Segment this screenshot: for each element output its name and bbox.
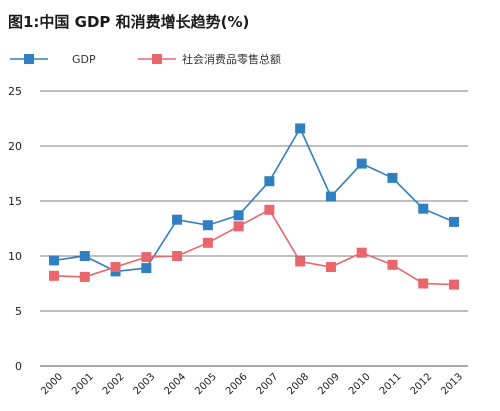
series-0-point-2011 [387,172,398,183]
legend-marker-0 [24,54,34,64]
x-tick-label: 2003 [132,371,158,397]
series-line-1 [53,208,455,286]
series-0-point-2000 [49,255,59,266]
series-1-point-2009 [325,262,336,272]
grid-lines [40,90,468,367]
series-0-point-2003 [141,263,152,274]
series-1-point-2011 [387,259,398,270]
series-0-point-2004 [172,214,183,225]
legend-marker-1 [152,54,162,64]
series-1-point-2013 [449,279,459,290]
y-axis-ticks: 0 5 10 15 20 25 [8,85,22,373]
x-tick-label: 2009 [316,371,342,397]
x-tick-label: 2006 [224,371,250,397]
chart-title: 图1:中国 GDP 和消费增长趋势(%) [8,13,249,31]
series-0-point-2009 [325,191,336,202]
legend-label-0: GDP [72,53,96,66]
x-tick-label: 2012 [409,371,435,397]
y-tick-label: 10 [8,250,22,263]
series-1-point-2012 [418,278,429,289]
series-0-point-2008 [295,123,306,134]
x-tick-label: 2004 [162,371,188,397]
series-1-point-2004 [172,251,183,261]
series-1-point-2007 [264,204,275,215]
series-1-point-2000 [49,270,59,281]
y-tick-label: 25 [8,85,22,98]
series-group [49,123,459,290]
x-tick-label: 2001 [70,371,96,397]
y-tick-label: 20 [8,140,22,153]
x-tick-label: 2002 [101,371,127,397]
legend: GDP 社会消费品零售总额 [10,52,281,66]
series-1-point-2001 [79,271,90,282]
legend-label-1: 社会消费品零售总额 [182,52,281,66]
y-tick-label: 0 [15,360,22,373]
x-tick-label: 2007 [255,371,281,397]
x-tick-label: 2008 [285,371,311,397]
x-axis-ticks: 2000 2001 2002 2003 2004 2005 2006 2007 2008 2009… [39,371,465,397]
series-0-point-2007 [264,176,275,187]
y-tick-label: 15 [8,195,22,208]
series-0-point-2005 [202,220,213,231]
x-tick-label: 2011 [378,371,404,397]
series-0-point-2012 [418,203,429,214]
series-1-point-2005 [202,237,213,248]
series-0-point-2010 [356,158,367,169]
series-0-point-2001 [79,251,90,261]
series-1-point-2008 [295,256,306,267]
series-0-point-2006 [233,210,244,221]
x-tick-label: 2005 [193,371,219,397]
series-1-point-2003 [141,252,152,263]
series-1-point-2010 [356,247,367,258]
series-1-point-2006 [233,221,244,232]
y-tick-label: 5 [15,305,22,318]
series-1-point-2002 [110,262,121,272]
x-tick-label: 2013 [439,371,465,397]
series-line-0 [53,126,455,273]
x-tick-label: 2000 [39,371,65,397]
series-0-point-2013 [449,216,459,227]
x-tick-label: 2010 [347,371,373,397]
